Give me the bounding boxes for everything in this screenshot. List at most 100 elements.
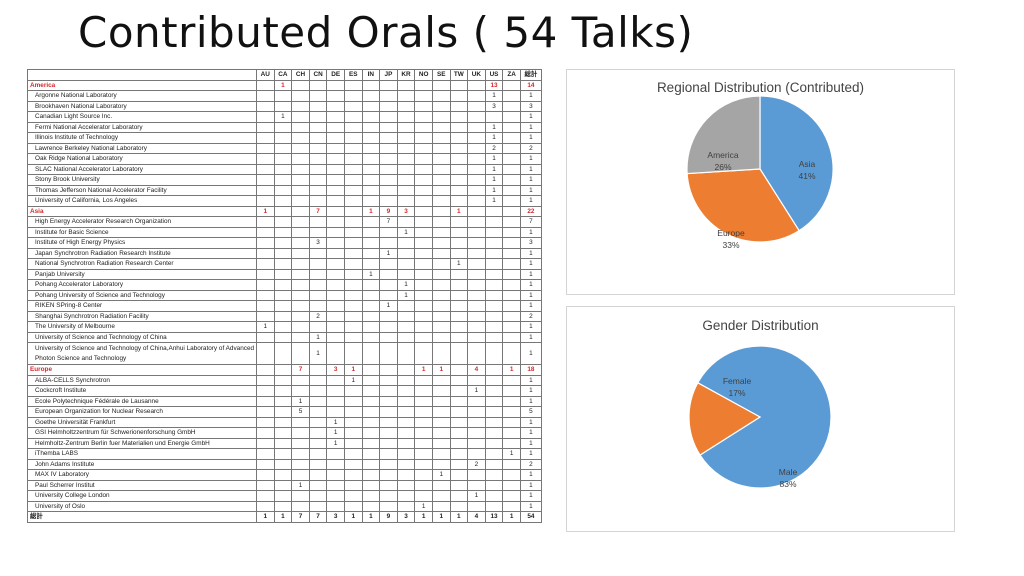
count-cell [396,342,416,365]
count-cell [502,184,521,196]
count-cell [467,479,486,491]
row-total-cell: 1 [519,268,542,280]
count-cell [343,268,363,280]
count-cell [414,395,433,407]
count-cell [449,153,469,165]
count-cell: 1 [414,364,433,376]
count-cell [467,268,486,280]
count-cell [414,448,433,460]
count-cell [396,163,416,175]
count-cell [291,300,310,312]
row-total-cell: 1 [519,374,542,386]
count-cell [326,153,345,165]
row-total-cell: 18 [519,364,542,376]
count-cell [484,111,504,123]
count-cell [484,247,504,259]
count-cell [396,385,416,397]
count-cell [308,479,328,491]
count-cell [291,237,310,249]
count-cell [379,490,398,502]
count-cell [467,279,486,291]
count-cell [343,500,363,512]
count-cell: 1 [414,500,433,512]
count-cell [396,321,416,333]
count-cell: 1 [449,258,469,270]
count-cell: 1 [467,490,486,502]
count-cell: 1 [361,268,381,280]
count-cell [361,448,381,460]
count-cell [291,111,310,123]
count-cell [431,500,451,512]
institution-name: Thomas Jefferson National Accelerator Fa… [27,184,257,196]
count-cell [256,184,275,196]
institution-name: University of California, Los Angeles [27,195,257,207]
count-cell [467,374,486,386]
count-cell [291,416,310,428]
regional-chart-panel: Regional Distribution (Contributed) Asia… [566,69,955,295]
count-cell [291,374,310,386]
pie-slice-female [688,381,762,456]
count-cell [502,406,521,418]
count-cell [291,142,310,154]
count-cell [326,205,345,217]
count-cell [256,258,275,270]
count-cell [326,490,345,502]
pie-label-female: Female [723,376,752,386]
count-cell [343,90,363,102]
count-cell [502,268,521,280]
count-cell [326,342,345,365]
count-cell: 13 [484,511,504,523]
count-cell [361,331,381,343]
count-cell [502,331,521,343]
count-cell [343,121,363,133]
count-cell [449,163,469,175]
count-cell [467,216,486,228]
count-cell [291,100,310,112]
table-row: Pohang University of Science and Technol… [27,289,542,301]
region-row: Europe 7 3 1 1 1 4 1 18 [27,364,542,376]
count-cell [361,479,381,491]
table-row: iThemba LABS 1 1 [27,448,542,460]
count-cell [431,142,451,154]
count-cell [343,100,363,112]
count-cell [414,437,433,449]
count-cell [396,469,416,481]
count-cell [361,289,381,301]
table-row: Brookhaven National Laboratory 3 3 [27,100,542,112]
pie-percent-america: 26% [714,162,731,172]
count-cell: 1 [484,121,504,133]
row-total-cell: 1 [519,226,542,238]
count-cell [291,268,310,280]
row-total-cell: 5 [519,406,542,418]
count-cell [502,437,521,449]
count-cell [449,79,469,91]
count-cell [308,258,328,270]
count-cell [343,437,363,449]
count-cell [467,448,486,460]
count-cell [308,268,328,280]
count-cell [273,132,293,144]
count-cell [484,416,504,428]
count-cell [256,195,275,207]
count-cell [291,427,310,439]
count-cell [343,226,363,238]
table-row: Pohang Accelerator Laboratory 1 1 [27,279,542,291]
column-header-no: NO [414,69,433,81]
count-cell [308,321,328,333]
count-cell [502,416,521,428]
count-cell [484,310,504,322]
count-cell [431,226,451,238]
count-cell [343,385,363,397]
count-cell [273,437,293,449]
count-cell [502,279,521,291]
column-header-total: 総計 [519,69,542,81]
count-cell [414,205,433,217]
count-cell [256,174,275,186]
count-cell [396,437,416,449]
table-row: Canadian Light Source Inc. 1 1 [27,111,542,123]
count-cell [256,437,275,449]
table-corner-cell [27,69,257,81]
count-cell [484,500,504,512]
column-header-ca: CA [273,69,293,81]
count-cell [431,153,451,165]
